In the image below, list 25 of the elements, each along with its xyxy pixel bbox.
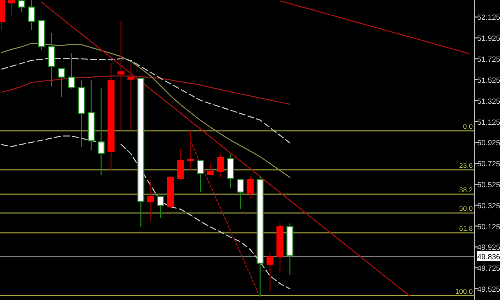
line-series — [190, 140, 261, 298]
candlestick — [68, 52, 76, 90]
line-series — [1, 43, 291, 178]
line-series — [1, 76, 291, 106]
candlestick — [236, 179, 244, 210]
candlestick — [28, 0, 36, 31]
candlestick — [207, 162, 214, 176]
candlestick — [48, 32, 56, 88]
line-series — [280, 0, 470, 54]
candlestick — [187, 130, 194, 171]
candlestick — [177, 148, 184, 180]
candlestick — [197, 160, 204, 193]
candlestick — [266, 252, 274, 292]
candlestick — [58, 68, 66, 98]
candlestick — [157, 196, 164, 219]
candlestick — [227, 154, 234, 189]
candlestick — [8, 0, 16, 16]
candlestick — [148, 179, 155, 222]
candlestick — [18, 0, 26, 14]
candlestick — [98, 87, 105, 176]
candlestick — [217, 153, 224, 178]
candlestick — [118, 20, 125, 132]
line-series — [41, 2, 410, 296]
candlestick — [128, 63, 135, 132]
candlestick — [246, 176, 254, 200]
